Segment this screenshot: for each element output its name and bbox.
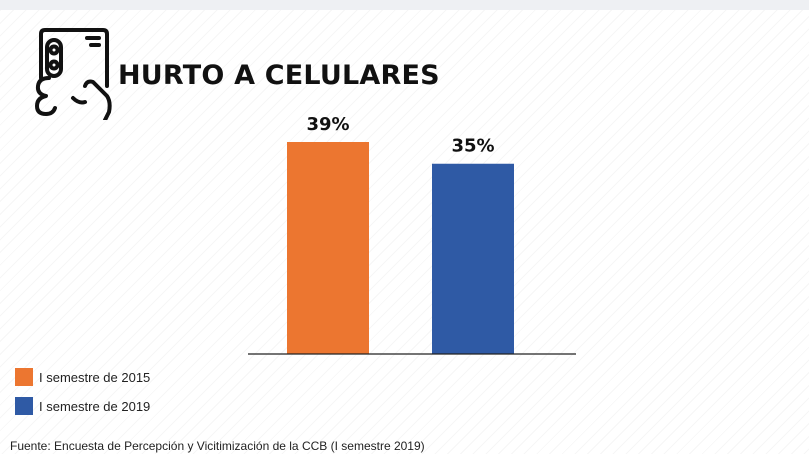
legend-label-2019: I semestre de 2019 [39, 398, 151, 414]
legend-item-2019: I semestre de 2019 [15, 397, 150, 415]
legend: I semestre de 2015 I semestre de 2019 [15, 368, 150, 426]
hand-holding-phone-icon [35, 28, 112, 120]
legend-swatch-2019 [15, 397, 33, 415]
chart-card: HURTO A CELULARES 39% 35% I semestre de 2… [0, 10, 809, 454]
chart-title: HURTO A CELULARES [118, 60, 440, 91]
bar-0 [287, 142, 369, 354]
legend-label-2015: I semestre de 2015 [39, 369, 151, 385]
source-note: Fuente: Encuesta de Percepción y Vicitim… [10, 439, 425, 453]
bar-value-label-1: 35% [451, 136, 494, 157]
bar-chart: 39% 35% [248, 114, 576, 355]
bar-1 [432, 163, 514, 354]
legend-swatch-2015 [15, 368, 33, 386]
bar-value-label-0: 39% [306, 114, 349, 135]
legend-item-2015: I semestre de 2015 [15, 368, 150, 386]
